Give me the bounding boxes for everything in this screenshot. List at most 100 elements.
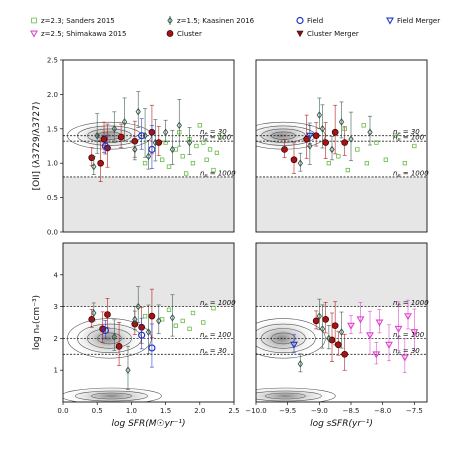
data-point [190,310,196,316]
legend-entry: Cluster Merger [296,30,359,38]
ne-label: ne = 100 [200,331,232,341]
data-point [173,323,179,328]
density-cloud [65,387,158,402]
ne-label: ne = 1000 [200,299,236,309]
series [290,334,298,354]
data-point [348,135,354,143]
density-contour [256,387,336,402]
legend-entry: Cluster [166,30,202,38]
data-point [97,159,104,167]
data-point [190,161,196,166]
data-point [145,152,152,161]
legend-entry: Field [296,16,323,25]
legend-entry: z=1.5; Kaasinen 2016 [167,16,255,25]
series [297,298,345,373]
data-point [214,150,220,156]
y-tick-label: 0.0 [47,229,58,237]
y-tick-label: 4 [54,271,59,279]
data-point [125,366,131,374]
data-point [341,139,349,146]
data-point [341,350,349,358]
x-tick-label: −9.0 [311,407,328,415]
plot-area [256,243,427,402]
data-point [183,171,189,176]
data-point [111,125,117,133]
y-tick-label: 3 [54,303,58,311]
x-tick-label: −8.5 [343,407,360,415]
x-tick-label: 0.5 [92,407,103,415]
data-point [160,317,165,322]
data-point [117,133,125,141]
data-point [410,329,419,337]
data-point [393,133,398,138]
x-axis-label: log sSFR(yr⁻¹) [310,419,373,429]
shaded-region [256,243,427,307]
x-tick-label: 1.0 [126,407,137,415]
data-point [319,325,326,333]
legend-label: Field Merger [397,17,440,25]
data-point [169,313,176,322]
data-point [400,354,409,362]
data-point [211,306,216,311]
data-point [290,341,298,349]
legend-label: z=2.5; Shimakawa 2015 [41,30,126,38]
data-point [402,161,407,166]
data-point [166,164,172,169]
y-tick-label: 1 [54,367,58,375]
data-point [201,140,206,145]
data-point [334,341,342,349]
data-point [355,147,360,152]
legend-label: Cluster [177,30,202,38]
x-tick-label: 0.0 [57,407,68,415]
axes-frame [62,242,235,403]
data-point [336,154,341,159]
data-point [297,360,303,368]
data-point [101,326,110,335]
y-tick-label: 2.0 [47,91,58,99]
data-point [145,328,152,336]
axes-frame [255,242,428,403]
y-axis-label: log nₑ(cm⁻³) [32,295,42,350]
data-point [180,154,185,159]
x-tick-label: −10.0 [245,407,266,415]
ne-label: ne = 1000 [200,169,236,179]
data-point [101,142,110,150]
series [281,104,349,174]
data-point [186,138,193,147]
density-cloud [73,318,142,359]
x-tick-label: 2.5 [228,407,239,415]
density-contour [75,390,148,402]
series [326,123,417,173]
y-tick-label: 1.5 [47,125,58,133]
ne-label: ne = 100 [393,134,425,144]
data-point [322,315,330,323]
data-point [155,139,163,146]
data-point [319,125,326,133]
legend-entry: z=2.5; Shimakawa 2015 [30,30,126,38]
shaded-region [63,176,234,232]
data-point [326,334,332,343]
ne-label: ne = 30 [393,347,420,357]
axes-frame [255,59,428,233]
density-contour [97,332,122,345]
data-point [142,131,148,140]
data-point [211,167,216,173]
data-point [91,162,97,171]
series [101,118,156,169]
series [142,306,216,332]
data-point [111,333,117,341]
ne-label: ne = 1000 [393,299,429,309]
plot-area [63,91,234,232]
data-point [148,312,156,320]
data-point [197,123,202,128]
series [91,286,176,390]
data-point [132,145,138,154]
ne-label: ne = 100 [393,331,425,341]
legend: z=2.3; Sanders 2015 z=2.5; Shimakawa 2015… [30,16,440,38]
density-contour [265,392,306,400]
data-point [201,320,206,325]
data-point [412,143,417,149]
